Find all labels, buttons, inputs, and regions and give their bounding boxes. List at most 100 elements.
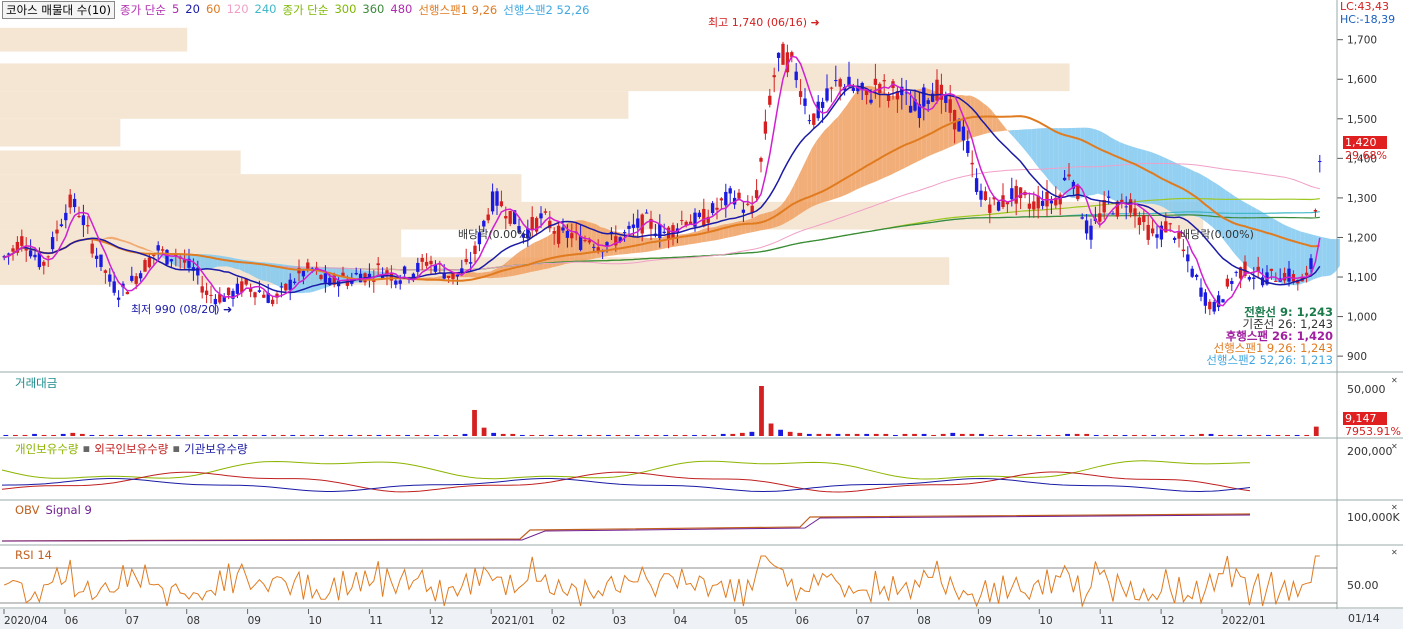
candle-body <box>486 214 490 221</box>
candle-body <box>284 283 288 291</box>
high-label: 최고 1,740 (06/16) <box>708 16 808 29</box>
close-icon[interactable]: ✕ <box>1391 376 1398 385</box>
cloud-segment <box>860 86 865 188</box>
candle-body <box>138 273 143 279</box>
legend-item[interactable]: 종가 단순 <box>282 3 329 17</box>
price-axis: 900 1,000 1,100 1,200 1,300 1,400 1,500 1,600 1,… <box>1337 35 1377 363</box>
cloud-segment <box>939 93 944 152</box>
legend-item[interactable]: 20 <box>185 2 200 16</box>
candle-body <box>429 260 433 265</box>
candle-body <box>1133 208 1137 217</box>
cloud-segment <box>200 254 205 271</box>
legend-item[interactable]: 60 <box>205 2 221 16</box>
volume-bar <box>424 434 430 436</box>
cloud-segment <box>530 242 535 273</box>
volume-bar <box>280 434 286 436</box>
time-tick-label: 09 <box>978 615 991 627</box>
cloud-segment <box>882 91 887 179</box>
candle-body <box>103 270 108 273</box>
candle-body <box>442 272 446 279</box>
volume-bar <box>146 434 152 436</box>
legend-item[interactable]: 300 <box>334 2 357 16</box>
candle-body <box>526 228 530 239</box>
volume-panel-title[interactable]: 거래대금 <box>15 376 58 390</box>
volume-bar <box>950 432 956 436</box>
right-arrow-icon: ➜ <box>219 303 233 316</box>
volume-bar <box>13 434 18 436</box>
close-icon[interactable]: ✕ <box>1391 503 1398 512</box>
legend-item[interactable]: 240 <box>254 2 277 16</box>
candle-body <box>213 298 218 305</box>
candle-body <box>636 218 640 228</box>
cloud-segment <box>574 220 579 263</box>
legend-item[interactable]: 5 <box>171 2 180 16</box>
holdings-panel-title[interactable]: 개인보유수량 ▪ 외국인보유수량 ▪ 기관보유수량 <box>15 441 248 457</box>
candle-body <box>706 216 710 223</box>
obv-signal-line <box>1 514 1251 542</box>
candle-body <box>477 232 482 245</box>
legend-item[interactable]: 360 <box>362 2 385 16</box>
candle-body <box>288 279 292 290</box>
obv-label: OBV <box>15 503 40 517</box>
candle-body <box>1199 287 1203 297</box>
cloud-segment <box>904 92 909 169</box>
rsi-panel-title[interactable]: RSI 14 <box>15 548 52 562</box>
legend-item[interactable]: 120 <box>226 2 249 16</box>
volume-change: 7953.91% <box>1345 425 1401 438</box>
cloud-segment <box>1225 189 1230 248</box>
volume-bar <box>826 433 831 436</box>
cloud-segment <box>437 275 443 280</box>
candle-body <box>1230 281 1234 285</box>
cloud-segment <box>261 262 267 282</box>
candle-body <box>354 272 358 275</box>
volume-bar <box>137 434 143 436</box>
cloud-segment <box>1251 206 1257 272</box>
chart-title[interactable]: 코아스 매물대 수(10) <box>2 1 115 19</box>
volume-bar <box>1285 434 1290 436</box>
candle-body <box>446 275 451 278</box>
volume-bar <box>472 409 477 436</box>
candle-body <box>1225 278 1230 287</box>
legend-item[interactable]: 선행스팬1 9,26 <box>418 3 498 17</box>
cloud-segment <box>820 129 825 204</box>
candle-body <box>398 280 402 284</box>
volume-bar <box>1275 434 1281 436</box>
cloud-segment <box>816 135 821 205</box>
candle-body <box>1282 272 1287 281</box>
volume-bar <box>979 433 984 436</box>
candle-body <box>561 227 565 231</box>
legend-item[interactable]: 480 <box>390 2 413 16</box>
candle-body <box>143 260 147 272</box>
volume-profile-bar <box>0 201 1204 230</box>
candle-body <box>1243 261 1247 277</box>
obv-panel-title[interactable]: OBV Signal 9 <box>15 503 92 517</box>
candle-body <box>99 254 103 267</box>
cloud-segment <box>1049 128 1054 187</box>
candle-body <box>834 80 838 82</box>
candle-body <box>490 191 495 212</box>
cloud-segment <box>781 199 786 226</box>
cloud-segment <box>873 86 878 183</box>
close-icon[interactable]: ✕ <box>1391 548 1398 557</box>
candle-body <box>895 91 900 100</box>
cloud-segment <box>1001 122 1006 132</box>
cloud-segment <box>600 226 605 258</box>
candle-body <box>165 249 169 265</box>
time-tick-label: 12 <box>430 615 443 627</box>
candle-body <box>6 253 11 255</box>
candle-body <box>1318 161 1322 163</box>
volume-bar <box>519 434 525 436</box>
cloud-segment <box>895 95 900 173</box>
volume-bar <box>816 433 822 436</box>
candle-body <box>1168 223 1172 225</box>
legend-item[interactable]: 종가 단순 <box>119 3 166 17</box>
candle-body <box>1089 225 1093 240</box>
volume-bar <box>835 433 841 436</box>
volume-bar <box>462 433 468 436</box>
candles[interactable] <box>2 41 1322 316</box>
institution-holdings-line <box>1 477 1251 493</box>
close-icon[interactable]: ✕ <box>1391 442 1398 451</box>
candle-body <box>204 290 209 295</box>
legend-item[interactable]: 선행스팬2 52,26 <box>503 3 590 17</box>
cloud-segment <box>1102 132 1107 197</box>
